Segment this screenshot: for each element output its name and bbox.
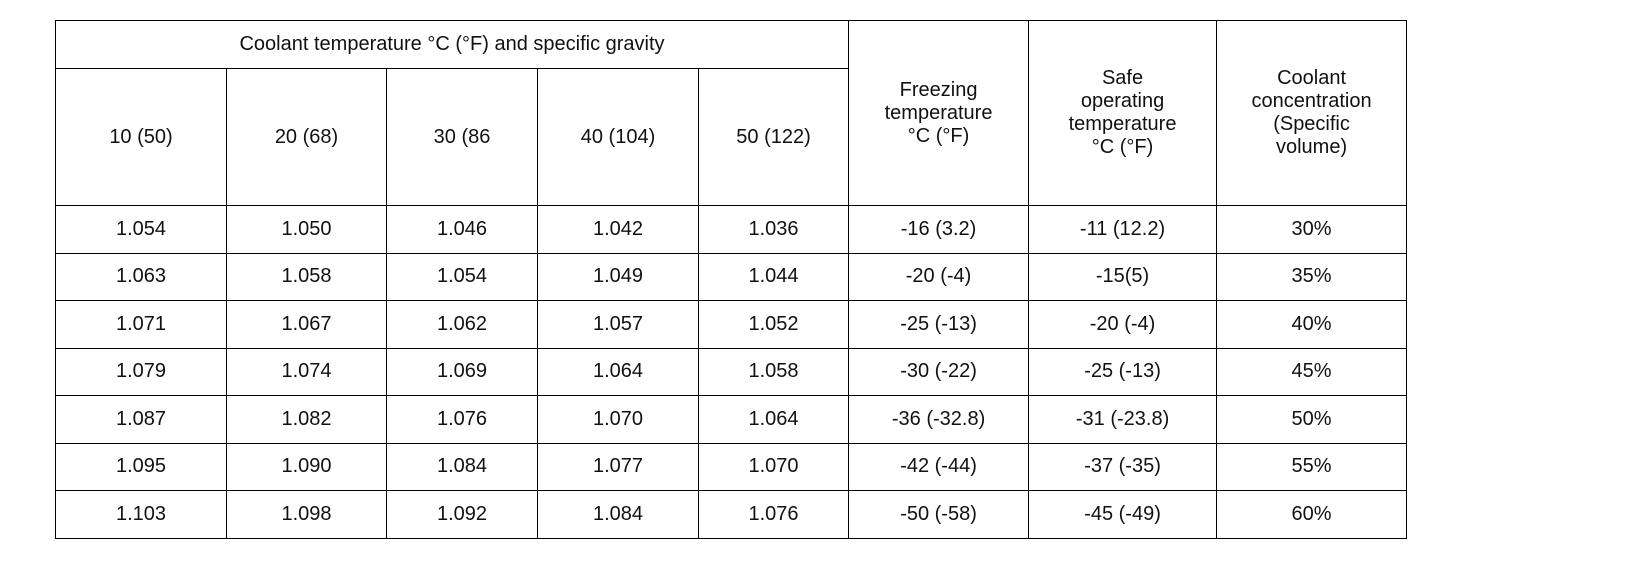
data-row: 1.095 1.090 1.084 1.077 1.070 -42 (-44) -37 (-… — [55, 442, 1408, 491]
temperature-header: 30 (86 — [386, 68, 538, 206]
data-row: 1.079 1.074 1.069 1.064 1.058 -30 (-22) -25 (-… — [55, 347, 1408, 396]
header-line: temperature — [1068, 113, 1177, 135]
cell: -36 (-32.8) — [848, 395, 1030, 444]
header-line: operating — [1080, 90, 1165, 112]
cell: -37 (-35) — [1028, 442, 1218, 491]
safe-header: Safe operating temperature °C (°F) — [1028, 20, 1218, 206]
temperature-header: 50 (122) — [697, 68, 850, 206]
header-line: Safe — [1101, 67, 1144, 89]
cell: 1.058 — [226, 252, 387, 301]
cell: 1.082 — [226, 395, 387, 444]
data-row: 1.071 1.067 1.062 1.057 1.052 -25 (-13) -20 (-… — [55, 300, 1408, 349]
cell: 1.092 — [386, 490, 538, 539]
cell: -25 (-13) — [848, 300, 1030, 349]
header-line: °C (°F) — [907, 124, 970, 147]
header-line: (Specific — [1273, 113, 1350, 135]
cell: 1.067 — [226, 300, 387, 349]
cell: 1.058 — [697, 347, 850, 396]
cell: 1.054 — [55, 205, 227, 254]
header-line: Freezing — [899, 78, 978, 101]
cell: 1.076 — [386, 395, 538, 444]
cell: 1.084 — [386, 442, 538, 491]
header-row: 10 (50) 20 (68) 30 (86 40 (104) 50 (122) — [55, 68, 1407, 206]
cell: 1.098 — [226, 490, 387, 539]
cell: 1.046 — [386, 205, 538, 254]
data-row: 1.103 1.098 1.092 1.084 1.076 -50 (-58) -45 (-… — [55, 490, 1408, 539]
cell: 1.103 — [55, 490, 227, 539]
data-row: 1.063 1.058 1.054 1.049 1.044 -20 (-4) -15(5) 3… — [55, 252, 1408, 301]
cell: 1.050 — [226, 205, 387, 254]
cell: 1.063 — [55, 252, 227, 301]
temperature-header: 20 (68) — [226, 68, 387, 206]
cell: 1.064 — [697, 395, 850, 444]
cell: 1.069 — [386, 347, 538, 396]
cell: 1.036 — [697, 205, 850, 254]
header-line: temperature — [884, 101, 993, 124]
cell: 1.087 — [55, 395, 227, 444]
cell: 1.062 — [386, 300, 538, 349]
temperature-header: 10 (50) — [55, 68, 227, 206]
cell: -50 (-58) — [848, 490, 1030, 539]
cell: 40% — [1216, 300, 1408, 349]
cell: 35% — [1216, 252, 1408, 301]
cell: -30 (-22) — [848, 347, 1030, 396]
cell: 1.084 — [537, 490, 699, 539]
coolant-table: Coolant temperature °C (°F) and specific… — [54, 20, 1408, 539]
cell: -25 (-13) — [1028, 347, 1218, 396]
cell: 1.064 — [537, 347, 699, 396]
cell: 1.052 — [697, 300, 850, 349]
cell: 1.090 — [226, 442, 387, 491]
temperature-header: 40 (104) — [537, 68, 699, 206]
table-body: 1.054 1.050 1.046 1.042 1.036 -16 (3.2) -11 (1… — [55, 205, 1408, 539]
header-row: Coolant temperature °C (°F) and specific… — [54, 20, 1408, 206]
cell: 30% — [1216, 205, 1408, 254]
cell: -45 (-49) — [1028, 490, 1218, 539]
cell: -42 (-44) — [848, 442, 1030, 491]
header-line: Coolant — [1277, 67, 1347, 89]
cell: 1.079 — [55, 347, 227, 396]
cell: 55% — [1216, 442, 1408, 491]
cell: 1.057 — [537, 300, 699, 349]
cell: -20 (-4) — [1028, 300, 1218, 349]
cell: 1.077 — [537, 442, 699, 491]
data-row: 1.054 1.050 1.046 1.042 1.036 -16 (3.2) -11 (1… — [55, 205, 1408, 254]
cell: 1.070 — [537, 395, 699, 444]
group-header: Coolant temperature °C (°F) and specific… — [54, 20, 850, 69]
cell: 1.074 — [226, 347, 387, 396]
cell: -16 (3.2) — [848, 205, 1030, 254]
cell: 50% — [1216, 395, 1408, 444]
cell: 1.070 — [697, 442, 850, 491]
cell: -15(5) — [1028, 252, 1218, 301]
cell: 1.044 — [697, 252, 850, 301]
header-line: °C (°F) — [1091, 136, 1154, 158]
header-line: concentration — [1251, 90, 1372, 112]
cell: 45% — [1216, 347, 1408, 396]
header-line: volume) — [1275, 136, 1348, 158]
cell: -31 (-23.8) — [1028, 395, 1218, 444]
cell: -11 (12.2) — [1028, 205, 1218, 254]
cell: 1.071 — [55, 300, 227, 349]
cell: 1.095 — [55, 442, 227, 491]
data-row: 1.087 1.082 1.076 1.070 1.064 -36 (-32.8) -31 … — [55, 395, 1408, 444]
cell: 1.042 — [537, 205, 699, 254]
cell: -20 (-4) — [848, 252, 1030, 301]
cell: 1.076 — [697, 490, 850, 539]
freezing-header: Freezing temperature °C (°F) — [848, 20, 1030, 206]
cell: 1.054 — [386, 252, 538, 301]
cell: 1.049 — [537, 252, 699, 301]
concentration-header: Coolant concentration (Specific volume) — [1216, 20, 1408, 206]
cell: 60% — [1216, 490, 1408, 539]
